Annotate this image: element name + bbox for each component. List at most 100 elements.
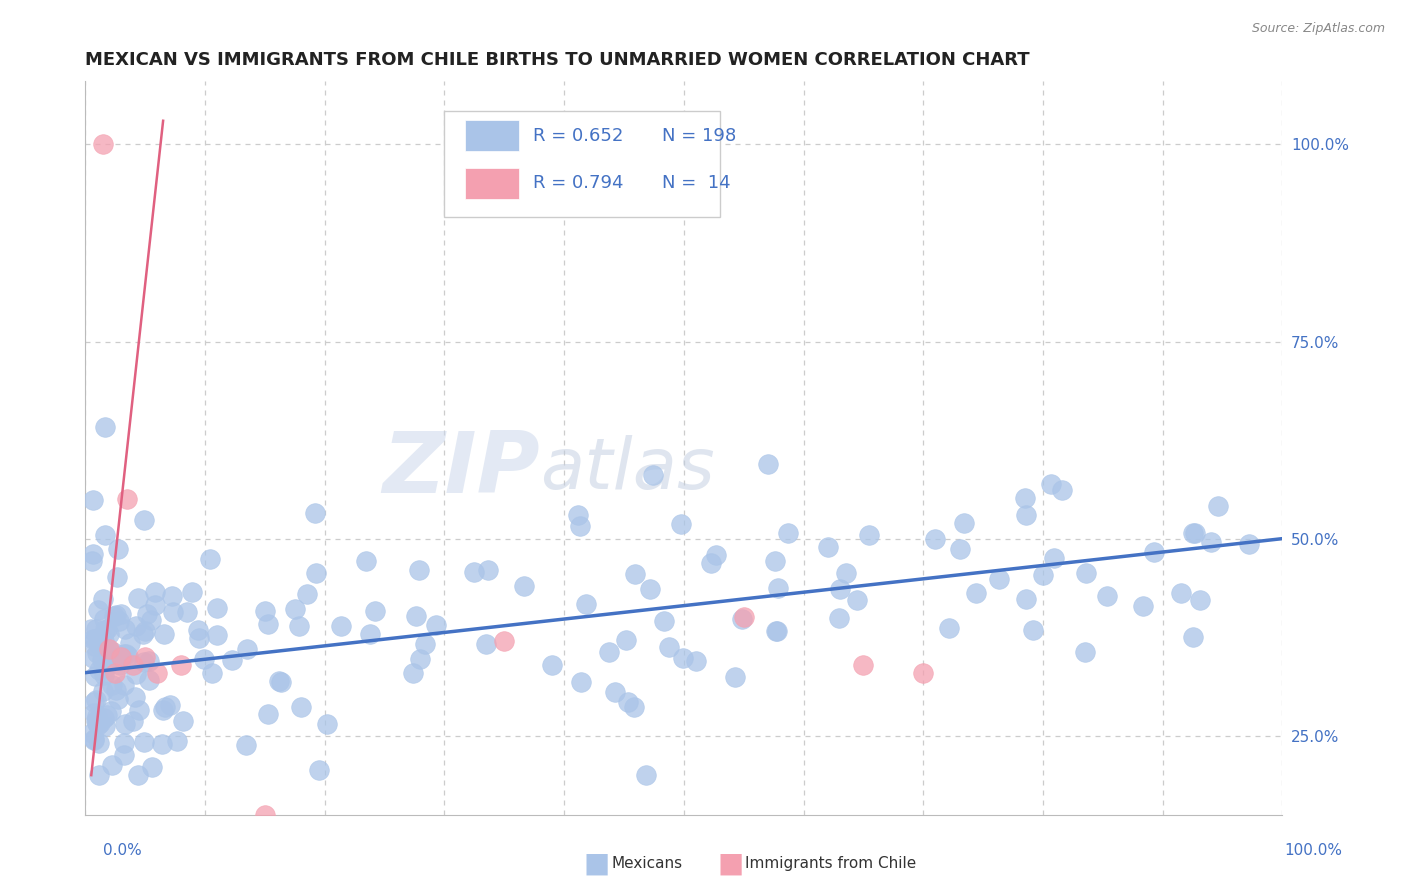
Point (269, 674, 291, 689)
Point (124, 618, 146, 632)
Text: N = 198: N = 198 (662, 127, 737, 145)
Point (91, 653, 114, 667)
Point (763, 554, 786, 568)
Point (287, 619, 309, 633)
Text: MEXICAN VS IMMIGRANTS FROM CHILE BIRTHS TO UNMARRIED WOMEN CORRELATION CHART: MEXICAN VS IMMIGRANTS FROM CHILE BIRTHS … (86, 51, 1031, 69)
Point (83, 706, 105, 720)
Point (82, 632, 104, 647)
Point (541, 658, 564, 673)
Bar (465, 120, 519, 151)
Point (100, 704, 122, 718)
Point (114, 622, 136, 636)
Point (253, 604, 276, 618)
Point (84, 692, 107, 706)
Point (402, 666, 425, 681)
Point (1143, 544, 1166, 558)
Point (96, 708, 118, 723)
Point (858, 528, 880, 542)
Point (924, 532, 946, 546)
Point (84, 669, 107, 683)
Point (89, 715, 111, 730)
Point (477, 563, 499, 577)
Point (652, 614, 675, 628)
Point (1014, 491, 1036, 505)
Point (290, 700, 312, 714)
Point (198, 551, 221, 566)
Point (122, 657, 145, 672)
Point (94, 624, 117, 638)
Point (98, 642, 121, 657)
Text: N =  14: N = 14 (662, 174, 731, 193)
Point (188, 631, 211, 645)
Point (83, 632, 105, 647)
Point (80, 622, 103, 636)
Point (623, 700, 645, 714)
Point (766, 581, 789, 595)
Point (828, 611, 851, 625)
Point (87, 632, 110, 646)
Point (724, 669, 747, 683)
Point (91, 592, 114, 607)
Point (87, 603, 110, 617)
Bar (465, 168, 519, 199)
Point (494, 634, 516, 648)
Point (1132, 599, 1154, 614)
Point (93, 528, 115, 542)
Point (1022, 623, 1045, 637)
Point (513, 579, 536, 593)
Text: ■: ■ (583, 849, 610, 878)
Point (236, 642, 259, 657)
Text: 100.0%: 100.0% (1285, 843, 1343, 858)
Point (1184, 525, 1206, 540)
Point (86, 713, 108, 727)
Point (1052, 483, 1074, 498)
Point (87, 638, 110, 652)
Point (413, 637, 436, 651)
Point (134, 513, 156, 527)
Point (117, 649, 139, 664)
Point (1074, 566, 1097, 581)
Point (97, 648, 120, 662)
Point (91, 683, 114, 698)
Point (115, 492, 138, 507)
Point (107, 692, 129, 706)
Point (84, 622, 107, 636)
Point (101, 645, 124, 659)
Point (134, 735, 156, 749)
Point (405, 609, 427, 624)
Point (110, 607, 132, 621)
Point (104, 683, 127, 698)
Point (643, 467, 665, 482)
Point (756, 457, 779, 471)
Point (912, 665, 935, 680)
Point (953, 516, 976, 530)
Point (270, 674, 292, 689)
Point (145, 584, 167, 599)
Text: ■: ■ (717, 849, 744, 878)
Point (766, 624, 789, 638)
Point (134, 649, 156, 664)
Point (409, 652, 432, 666)
Point (110, 649, 132, 664)
Point (134, 624, 156, 638)
Point (575, 597, 598, 611)
Point (475, 637, 498, 651)
Point (107, 652, 129, 666)
Text: R = 0.652: R = 0.652 (533, 127, 623, 145)
Point (425, 618, 447, 632)
Point (181, 585, 204, 599)
Point (82, 553, 104, 567)
Point (141, 760, 163, 774)
Point (87, 736, 110, 750)
Point (1015, 508, 1038, 523)
Point (598, 645, 620, 659)
Point (253, 807, 276, 822)
Point (131, 627, 153, 641)
Point (93, 633, 115, 648)
Point (297, 587, 319, 601)
Point (1043, 551, 1066, 566)
Point (134, 655, 156, 669)
Point (364, 604, 387, 618)
Point (86, 709, 108, 723)
Point (94, 420, 117, 434)
